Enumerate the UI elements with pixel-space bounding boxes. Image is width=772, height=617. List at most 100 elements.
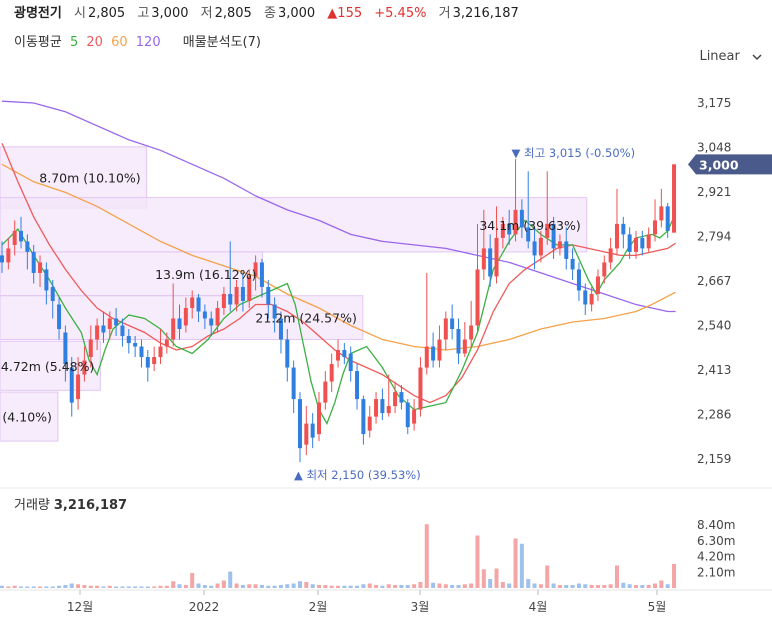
- volume-bar: [272, 585, 277, 588]
- volume-bar: [57, 585, 62, 588]
- volume-bar: [519, 543, 524, 588]
- volume-label: 거: [438, 6, 451, 21]
- candle-body: [672, 164, 677, 233]
- candle-body: [545, 223, 550, 238]
- volume-bar: [88, 585, 93, 588]
- candle-body: [266, 286, 271, 305]
- candle-body: [82, 360, 87, 375]
- volume-bar: [342, 585, 347, 588]
- volume-bar: [6, 586, 11, 588]
- volume-bars: [0, 524, 677, 588]
- volume-panel-label: 거래량: [14, 498, 50, 513]
- volume-bar: [437, 583, 442, 588]
- candle-body: [659, 206, 664, 221]
- candle-body: [621, 223, 626, 235]
- price-tick-label: 2,159: [697, 452, 731, 466]
- volume-profile-label: 13.9m (16.12%): [155, 267, 256, 282]
- candle-body: [329, 364, 334, 382]
- volume-bar: [595, 585, 600, 588]
- volume-bar: [240, 585, 245, 588]
- volume-bar: [475, 535, 480, 588]
- volume-bar: [234, 583, 239, 588]
- volume-bar: [614, 565, 619, 588]
- volume-bar: [317, 585, 321, 588]
- candle-body: [602, 262, 607, 277]
- time-tick-label: 3월: [411, 600, 430, 614]
- volume-bar: [278, 585, 283, 588]
- candle-body: [215, 307, 220, 326]
- candle-body: [507, 223, 512, 235]
- volume-bar: [374, 585, 379, 588]
- candle-body: [627, 234, 632, 252]
- volume-bar: [653, 583, 658, 588]
- price-tick-label: 3,048: [697, 141, 731, 155]
- volume-bar: [551, 583, 556, 588]
- volume-bar: [228, 571, 233, 588]
- volume-bar: [564, 585, 569, 588]
- volume-bar: [583, 584, 588, 588]
- volume-bar: [19, 586, 24, 588]
- candle-body: [57, 304, 62, 330]
- ma120-line: [1, 100, 676, 313]
- candle-body: [342, 350, 347, 358]
- candle-body: [323, 381, 328, 403]
- volume-bar: [424, 524, 429, 588]
- ma-label[interactable]: 이동평균: [14, 35, 62, 50]
- candle-body: [190, 297, 195, 308]
- volume-bar: [209, 585, 214, 588]
- candle-body: [640, 237, 645, 249]
- volume-bar: [253, 584, 258, 588]
- candle-body: [196, 297, 201, 312]
- candle-body: [595, 276, 600, 294]
- low-value: 2,805: [214, 6, 252, 21]
- candle-body: [481, 248, 486, 270]
- volume-bar: [393, 585, 398, 588]
- volume-bar: [456, 585, 461, 588]
- volume-bar: [665, 584, 670, 588]
- volume-bar: [285, 584, 290, 588]
- candle-body: [570, 258, 575, 270]
- volume-bar: [348, 585, 353, 588]
- ma60-legend: 60: [111, 35, 128, 50]
- volume-bar: [672, 564, 677, 588]
- volume-bar: [297, 581, 302, 588]
- candle-body: [50, 286, 55, 301]
- candle-body: [361, 399, 366, 435]
- low-annotation: ▲ 최저 2,150 (39.53%): [294, 468, 421, 482]
- candle-body: [297, 399, 302, 449]
- candle-body: [646, 234, 651, 249]
- candle-body: [576, 269, 581, 291]
- volume-bar: [82, 585, 87, 588]
- candle-body: [259, 262, 264, 287]
- candle-body: [475, 269, 480, 326]
- candle-body: [437, 339, 442, 361]
- candle-body: [76, 374, 81, 400]
- candle-body: [19, 230, 24, 242]
- volume-profile-bar: [0, 391, 59, 442]
- time-tick-label: 2022: [189, 600, 220, 614]
- volume-profile-label[interactable]: 매물분석도(7): [182, 35, 261, 50]
- volume-bar: [259, 585, 264, 588]
- candle-body: [317, 402, 321, 435]
- candle-body: [412, 409, 417, 424]
- indicator-legend: 이동평균 5 20 60 120 매물분석도(7): [14, 31, 265, 50]
- volume-bar: [627, 584, 632, 588]
- low-label: 저: [200, 6, 213, 21]
- candle-body: [614, 223, 619, 249]
- price-header: 광명전기 시 2,805 고 3,000 저 2,805 종 3,000 ▲155 +5…: [14, 2, 527, 22]
- candle-body: [336, 350, 341, 361]
- candle-body: [177, 318, 182, 330]
- candle-body: [183, 307, 188, 326]
- volume-bar: [380, 585, 385, 588]
- change-percent: +5.45%: [374, 6, 427, 21]
- volume-bar: [418, 582, 423, 588]
- volume-bar: [126, 586, 131, 588]
- price-tick-label: 2,540: [697, 319, 731, 333]
- high-value: 3,000: [151, 6, 189, 21]
- volume-bar: [431, 582, 436, 588]
- volume-bar: [646, 585, 651, 588]
- scale-select[interactable]: Linear: [699, 49, 762, 64]
- candle-body: [139, 346, 144, 358]
- volume-bar: [507, 583, 512, 588]
